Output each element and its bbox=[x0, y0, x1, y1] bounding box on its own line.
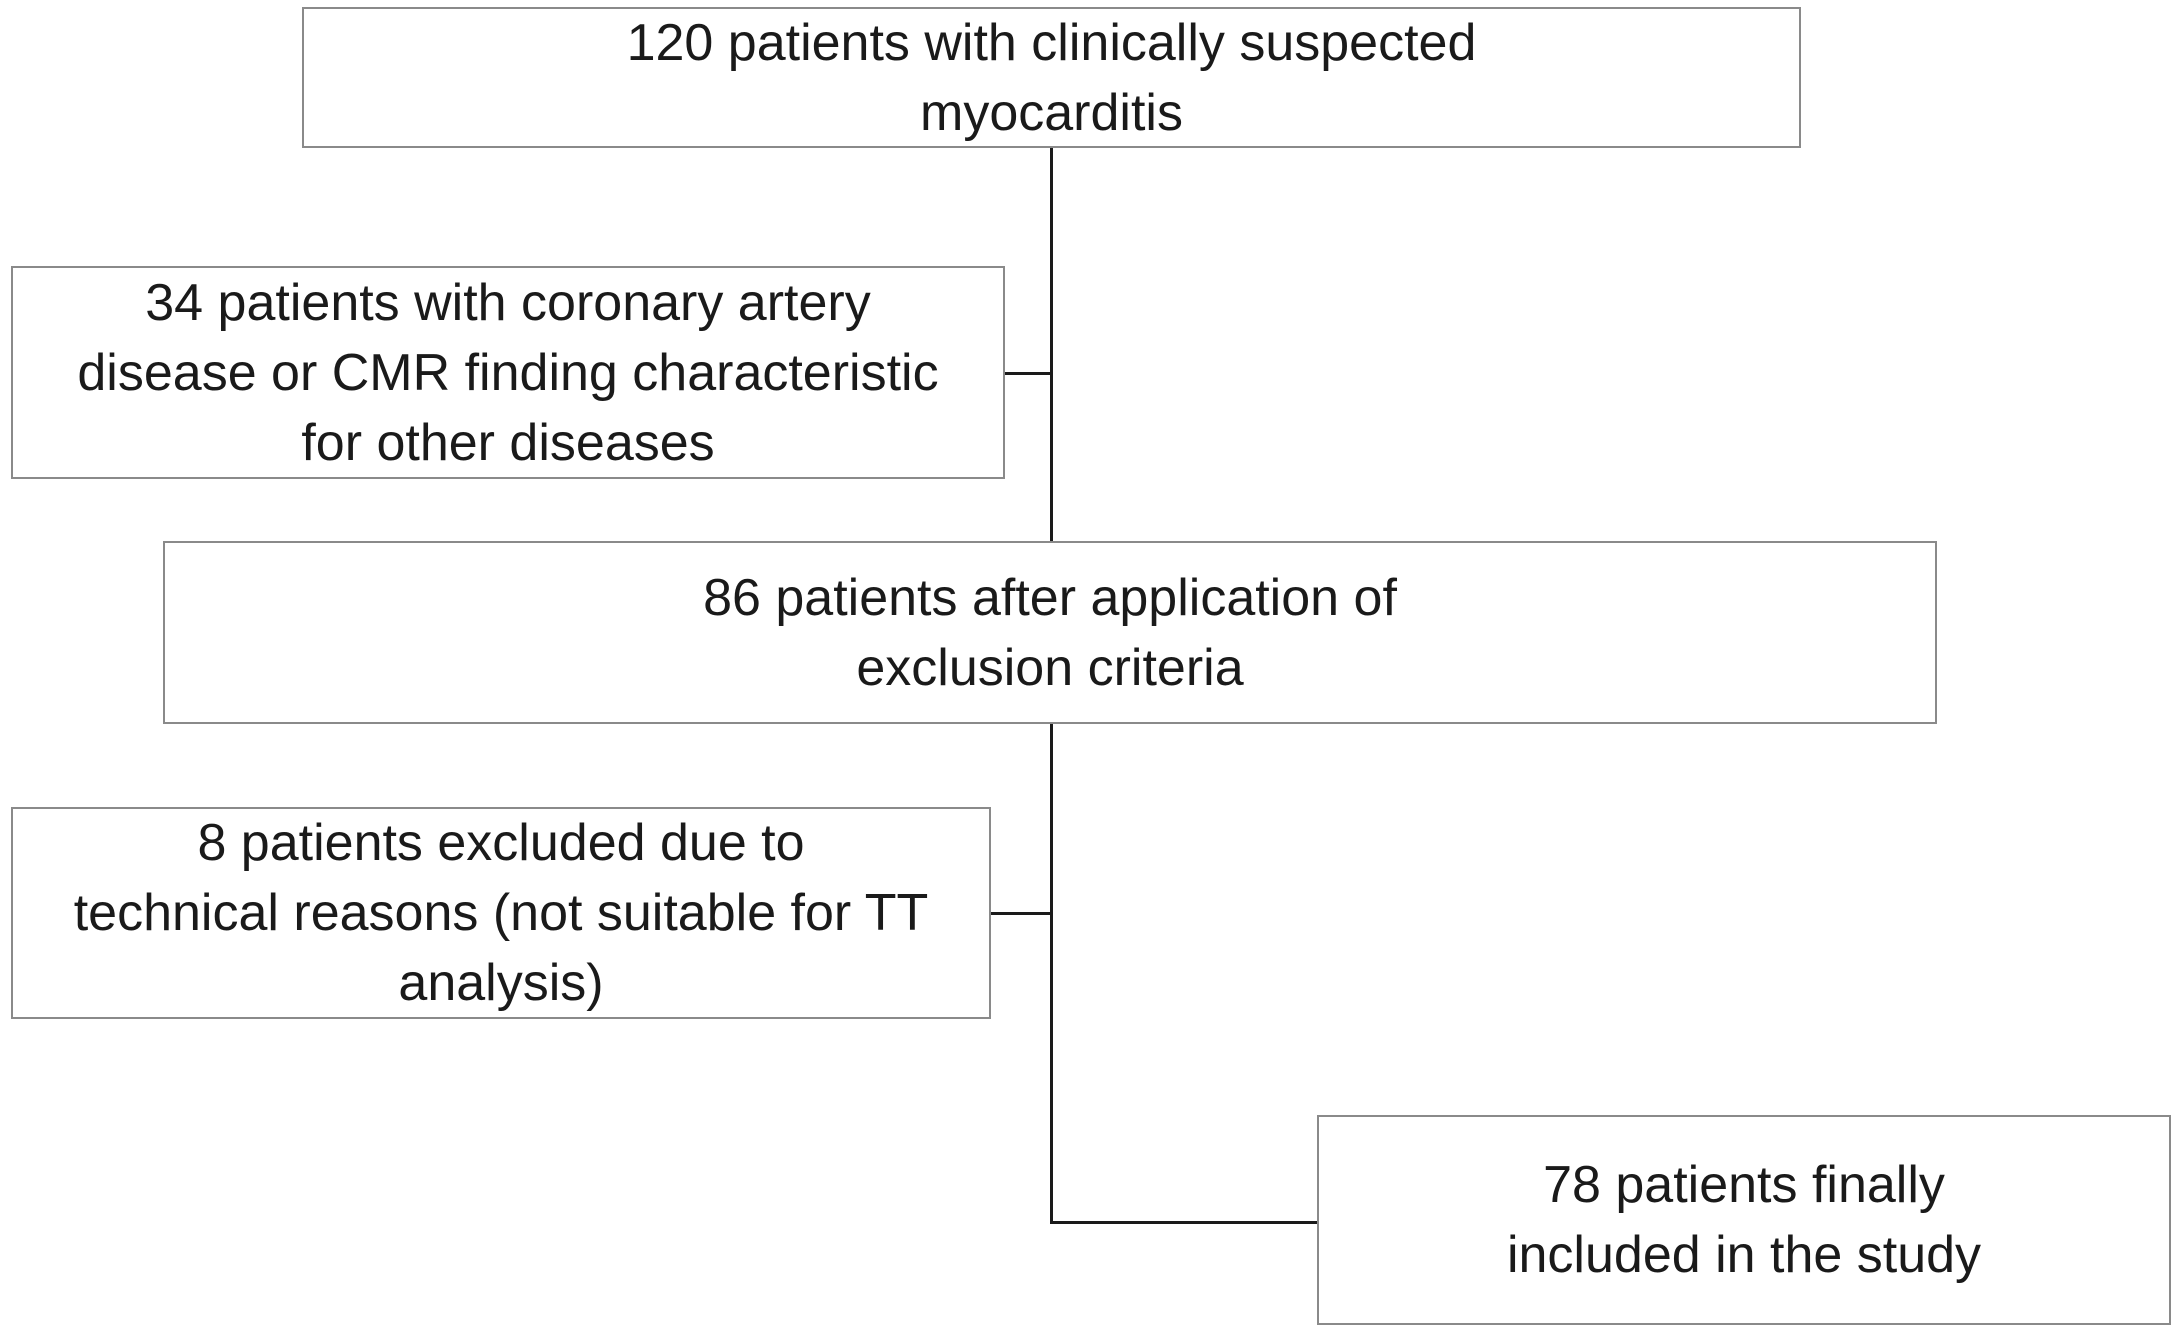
node-text: analysis) bbox=[398, 954, 604, 1012]
node: 120 patients with clinically suspected m… bbox=[302, 7, 1801, 148]
node: 8 patients excluded due to technical rea… bbox=[11, 807, 991, 1019]
node-text: included in the study bbox=[1506, 1226, 1982, 1284]
connector bbox=[1005, 372, 1052, 375]
connector bbox=[1050, 1221, 1318, 1224]
node-text: 78 patients finally bbox=[1543, 1156, 1945, 1214]
connector bbox=[991, 912, 1052, 915]
node: 34 patients with coronary artery disease… bbox=[11, 266, 1005, 479]
node-text: exclusion criteria bbox=[856, 638, 1244, 697]
node-text: myocarditis bbox=[920, 83, 1183, 142]
node: 86 patients after application of exclusi… bbox=[163, 541, 1937, 724]
connector bbox=[1050, 724, 1053, 1224]
node-text: technical reasons (not suitable for TT bbox=[73, 884, 929, 942]
node-text: disease or CMR finding characteristic bbox=[77, 343, 939, 402]
node: 78 patients finally included in the stud… bbox=[1317, 1115, 2171, 1325]
node-text: 8 patients excluded due to bbox=[197, 814, 805, 872]
node-text: for other diseases bbox=[301, 413, 715, 472]
connector bbox=[1050, 148, 1053, 541]
node-text: 34 patients with coronary artery bbox=[145, 273, 871, 332]
node-text: 86 patients after application of bbox=[703, 568, 1397, 627]
node-text: 120 patients with clinically suspected bbox=[626, 13, 1477, 72]
